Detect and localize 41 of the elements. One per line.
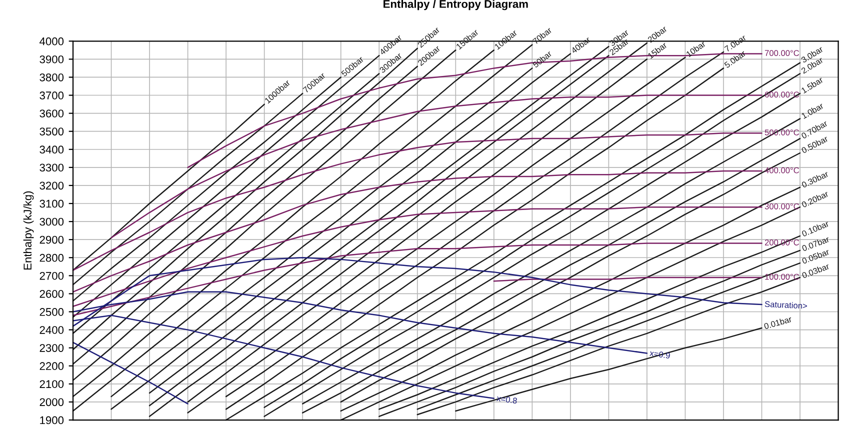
y-tick-label: 3800: [40, 73, 64, 82]
text: 0.05bar: [802, 248, 830, 264]
y-tick-label: 2100: [40, 380, 64, 388]
y-tick-label: 3500: [40, 128, 64, 136]
y-tick-label: 2900: [40, 236, 64, 244]
y-tick-label: 4000: [40, 37, 64, 46]
line-series: [72, 132, 762, 271]
y-tick-label: 2400: [40, 326, 64, 334]
y-tick-label: 3600: [40, 110, 64, 118]
series-label: 100.00°C: [765, 274, 800, 280]
y-tick-label: 1900: [40, 416, 64, 424]
text: 0.01bar: [764, 316, 792, 330]
y-tick-label: 3700: [40, 92, 64, 100]
text: x=0.9: [649, 350, 670, 359]
series-label: Saturation>: [764, 300, 808, 309]
series-label: 300.00°C: [764, 203, 800, 210]
y-tick-label: 2000: [40, 398, 64, 406]
y-tick-label: 2300: [40, 344, 64, 352]
y-tick-label: 3100: [40, 200, 64, 208]
y-tick-label: 3000: [40, 218, 64, 226]
line-series: [72, 342, 188, 404]
y-axis-title: Enthalpy (kJ/kg): [23, 191, 34, 270]
y-tick-label: 2700: [40, 272, 64, 280]
series-label: 700.00°C: [764, 50, 800, 56]
line-series: [455, 327, 762, 412]
y-tick-label: 2800: [40, 254, 64, 262]
line-series: [72, 170, 762, 293]
line-series: [72, 104, 265, 271]
y-tick-label: 3300: [40, 164, 64, 172]
text: 0.07bar: [802, 236, 830, 252]
text: x=0.8: [496, 395, 518, 404]
chart-title: Enthalpy / Entropy Diagram: [384, 0, 528, 10]
text: 0.03bar: [802, 262, 830, 278]
y-tick-label: 2500: [40, 308, 64, 316]
y-tick-label: 3200: [40, 182, 64, 190]
y-tick-label: 2600: [40, 290, 64, 298]
line-series: [72, 206, 762, 307]
y-tick-label: 2200: [40, 362, 64, 370]
y-tick-label: 3400: [40, 146, 64, 154]
line-series: [72, 242, 762, 316]
y-tick-label: 3900: [40, 55, 64, 64]
